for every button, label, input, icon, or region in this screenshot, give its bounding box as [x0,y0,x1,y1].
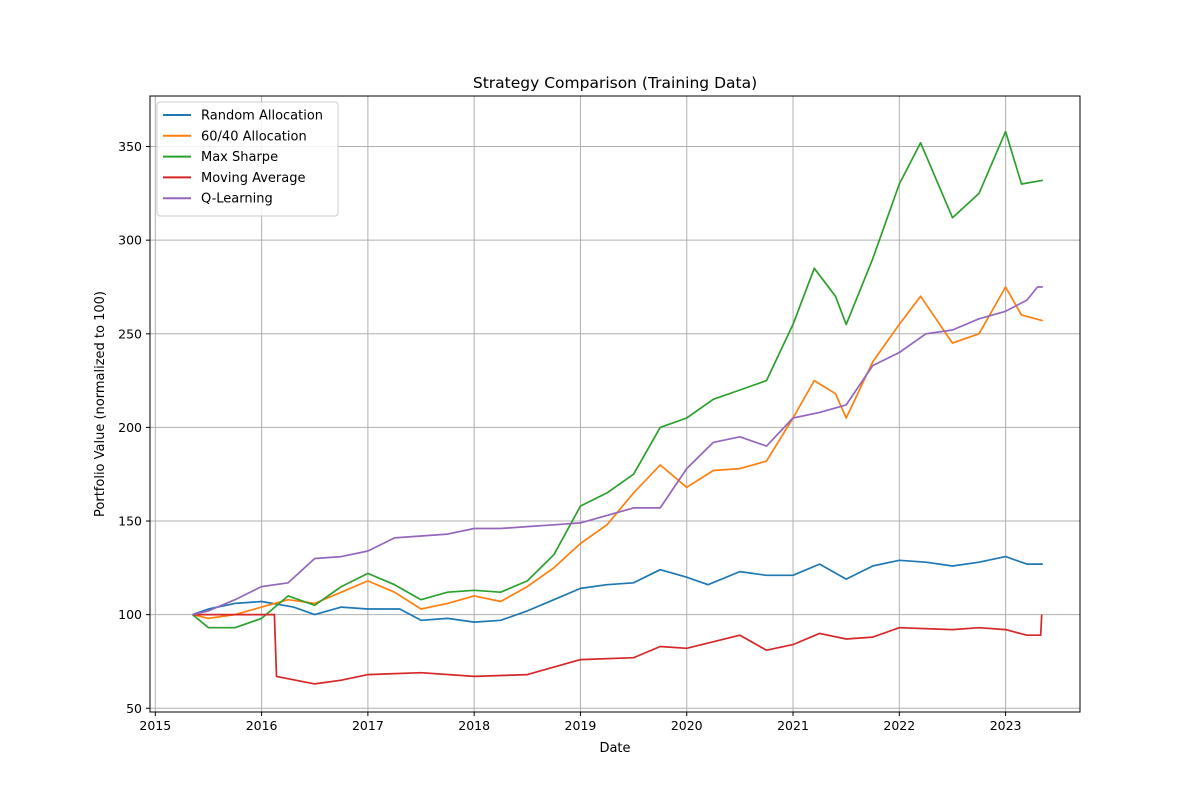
x-tick-label: 2016 [246,718,278,733]
y-tick-label: 350 [118,139,142,154]
y-tick-label: 100 [118,607,142,622]
x-tick-label: 2019 [565,718,597,733]
x-tick-label: 2023 [990,718,1022,733]
chart-title: Strategy Comparison (Training Data) [473,74,757,92]
legend-label: 60/40 Allocation [201,129,307,144]
legend-label: Random Allocation [201,109,323,124]
series-line-random-allocation [192,555,1043,623]
y-tick-label: 200 [118,420,142,435]
x-axis-ticks: 2015 2016 2017 2018 2019 2020 2021 2022 2023 [139,712,1022,733]
x-tick-label: 2020 [671,718,703,733]
x-tick-label: 2015 [139,718,171,733]
legend-label: Max Sharpe [201,150,278,165]
x-tick-label: 2018 [458,718,490,733]
y-axis-label: Portfolio Value (normalized to 100) [93,291,108,517]
series-line-q-learning [192,286,1043,616]
legend: Random Allocation 60/40 Allocation Max Sha… [156,101,339,217]
legend-box [156,101,339,217]
legend-label: Moving Average [201,171,305,186]
y-tick-label: 50 [126,701,142,716]
y-tick-label: 250 [118,326,142,341]
x-tick-label: 2021 [777,718,809,733]
y-tick-label: 300 [118,233,142,248]
y-tick-label: 150 [118,514,142,529]
series-line-max-sharpe [191,130,1043,629]
x-axis-label: Date [599,741,630,756]
series-line-60-40-allocation [192,286,1044,620]
x-tick-label: 2017 [352,718,384,733]
plot-area-frame [149,95,1081,713]
series-lines [191,130,1044,685]
series-line-moving-average [192,613,1043,685]
grid-lines [150,96,1080,712]
x-tick-label: 2022 [883,718,915,733]
legend-label: Q-Learning [201,192,273,207]
y-axis-ticks: 50 100 150 200 250 300 350 [118,139,150,716]
